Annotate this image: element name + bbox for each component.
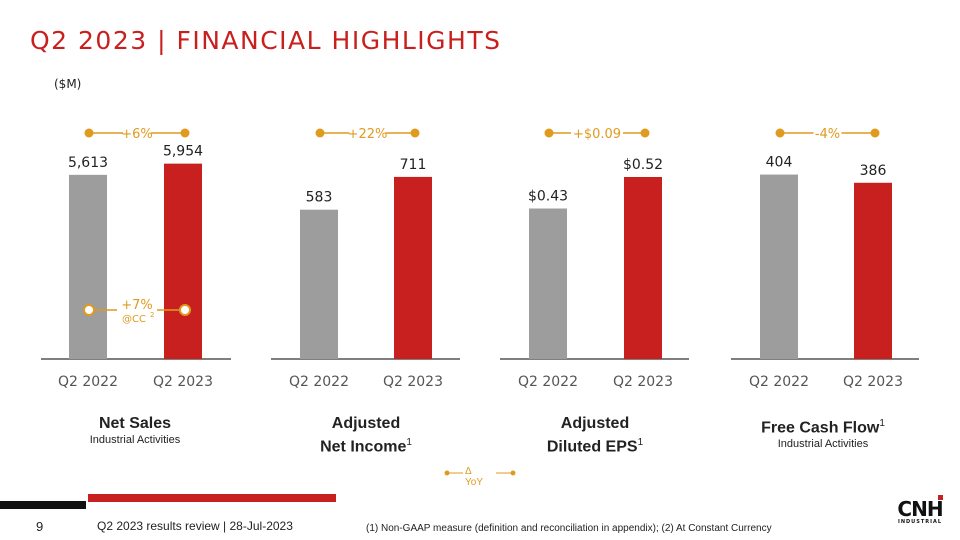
data-label: 711: [400, 157, 427, 173]
delta-dot-end: [870, 128, 880, 138]
delta-label-bg: [349, 125, 386, 141]
caption-footnote-mark: 1: [406, 437, 412, 448]
delta-dot-start: [84, 128, 94, 138]
delta-dot-end: [180, 128, 190, 138]
bar-q2-2022: [300, 209, 338, 359]
data-label: 5,613: [68, 155, 108, 171]
x-tick-label: Q2 2022: [749, 374, 809, 390]
bar-q2-2022: [69, 174, 107, 359]
caption-footnote-mark: 1: [637, 437, 644, 448]
bar-q2-2022: [529, 208, 567, 359]
delta-label-bg: [123, 125, 151, 141]
logo-subtext: INDUSTRIAL: [897, 519, 943, 525]
data-label: $0.52: [623, 157, 663, 173]
caption-title: Adjusted: [331, 415, 401, 432]
delta-label: -4%: [815, 127, 840, 142]
data-label: 583: [306, 190, 333, 206]
bar-q2-2023: [854, 182, 892, 359]
delta-dot-end: [410, 128, 420, 138]
data-label: $0.43: [528, 189, 568, 205]
unit-label: ($M): [54, 77, 82, 91]
page-number: 9: [36, 519, 44, 534]
delta-label: +$0.09: [573, 127, 621, 142]
delta-dot-start: [775, 128, 785, 138]
delta-label-bg: [813, 125, 842, 141]
cnh-logo: CNH INDUSTRIAL: [893, 495, 947, 525]
data-label: 386: [860, 163, 887, 179]
delta-dot-start: [315, 128, 325, 138]
cc-dot-start: [83, 304, 95, 316]
bar-q2-2023: [164, 163, 202, 359]
cc-dot-end: [179, 304, 191, 316]
x-tick-label: Q2 2023: [383, 374, 443, 390]
footer-black-bar: [0, 501, 86, 509]
legend-label: Δ YoY: [465, 466, 483, 488]
caption-title: Free Cash Flow: [761, 419, 880, 437]
caption-footnote-mark: 1: [879, 418, 885, 429]
bar-q2-2023: [624, 177, 662, 359]
footer-review-text: Q2 2023 results review | 28-Jul-2023: [97, 519, 293, 533]
delta-label: +6%: [121, 127, 153, 142]
x-tick-label: Q2 2022: [518, 374, 578, 390]
delta-dot-end: [640, 128, 650, 138]
footnote: (1) Non-GAAP measure (definition and rec…: [366, 523, 772, 534]
caption-subtitle: Industrial Activities: [777, 438, 869, 451]
x-tick-label: Q2 2023: [613, 374, 673, 390]
footer-red-bar: [88, 494, 336, 502]
x-tick-label: Q2 2023: [153, 374, 213, 390]
logo-red-square: [938, 495, 943, 500]
caption-title: Net Sales: [98, 415, 172, 432]
cc-label: @CC: [122, 314, 146, 325]
delta-label: +22%: [348, 127, 388, 142]
x-tick-label: Q2 2022: [58, 374, 118, 390]
cc-footnote-mark: 2: [150, 311, 154, 319]
delta-label-bg: [571, 125, 623, 141]
caption-free-cash-flow: Free Cash Flow1 Industrial Activities: [733, 414, 913, 450]
caption-subtitle: Industrial Activities: [89, 434, 181, 446]
caption-net-sales: Net Sales Industrial Activities: [45, 414, 225, 446]
caption-adjusted-net-income: Adjusted Net Income1: [276, 414, 456, 456]
financial-charts: 5,613 Q2 2022 5,954 Q2 2023 +6% +7%@CC 2 583 Q2 …: [41, 125, 919, 390]
caption-title-line2: Net Income: [320, 438, 407, 456]
delta-dot-start: [544, 128, 554, 138]
legend-delta-marker: [444, 470, 516, 476]
data-label: 404: [766, 155, 793, 171]
bar-q2-2022: [760, 174, 798, 359]
caption-title-line2: Diluted EPS: [546, 438, 638, 456]
logo-mark: CNH: [897, 497, 943, 521]
cc-delta-label: +7%: [121, 298, 153, 313]
x-tick-label: Q2 2023: [843, 374, 903, 390]
caption-title: Adjusted: [560, 415, 630, 432]
data-label: 5,954: [163, 144, 203, 160]
bar-q2-2023: [394, 176, 432, 359]
x-tick-label: Q2 2022: [289, 374, 349, 390]
page-title: Q2 2023 | FINANCIAL HIGHLIGHTS: [30, 26, 502, 55]
caption-adjusted-diluted-eps: Adjusted Diluted EPS1: [505, 414, 685, 456]
cc-label-bg: [117, 296, 157, 326]
